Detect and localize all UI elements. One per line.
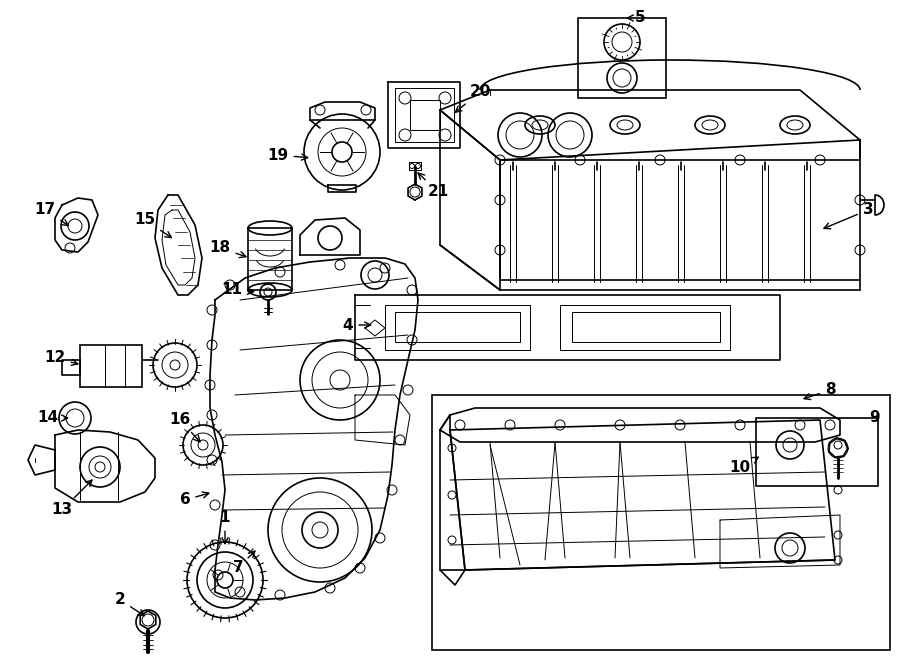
Text: 18: 18 <box>210 241 246 258</box>
Bar <box>572 312 720 342</box>
Text: 8: 8 <box>804 383 835 400</box>
Text: 17: 17 <box>34 202 68 225</box>
Bar <box>756 418 878 486</box>
Text: 20: 20 <box>455 85 490 112</box>
Text: 14: 14 <box>38 410 68 426</box>
Text: 2: 2 <box>114 592 144 615</box>
Text: 4: 4 <box>343 317 371 332</box>
Text: 12: 12 <box>44 350 77 366</box>
Text: 19: 19 <box>267 147 308 163</box>
Bar <box>395 312 520 342</box>
Bar <box>80 345 142 387</box>
Text: 3: 3 <box>824 202 873 229</box>
Bar <box>578 18 666 98</box>
Text: 16: 16 <box>169 412 200 442</box>
Text: 15: 15 <box>134 212 171 237</box>
Text: 5: 5 <box>627 11 645 26</box>
Bar <box>385 305 530 350</box>
Text: 13: 13 <box>51 480 92 518</box>
Text: 11: 11 <box>221 282 254 297</box>
Text: 21: 21 <box>418 173 448 200</box>
Text: 1: 1 <box>220 510 230 543</box>
Text: 7: 7 <box>233 551 255 576</box>
Text: 9: 9 <box>869 410 880 426</box>
Bar <box>560 305 730 350</box>
Text: 6: 6 <box>180 492 209 508</box>
Bar <box>432 395 890 650</box>
Text: 10: 10 <box>729 457 759 475</box>
Bar <box>410 100 440 130</box>
